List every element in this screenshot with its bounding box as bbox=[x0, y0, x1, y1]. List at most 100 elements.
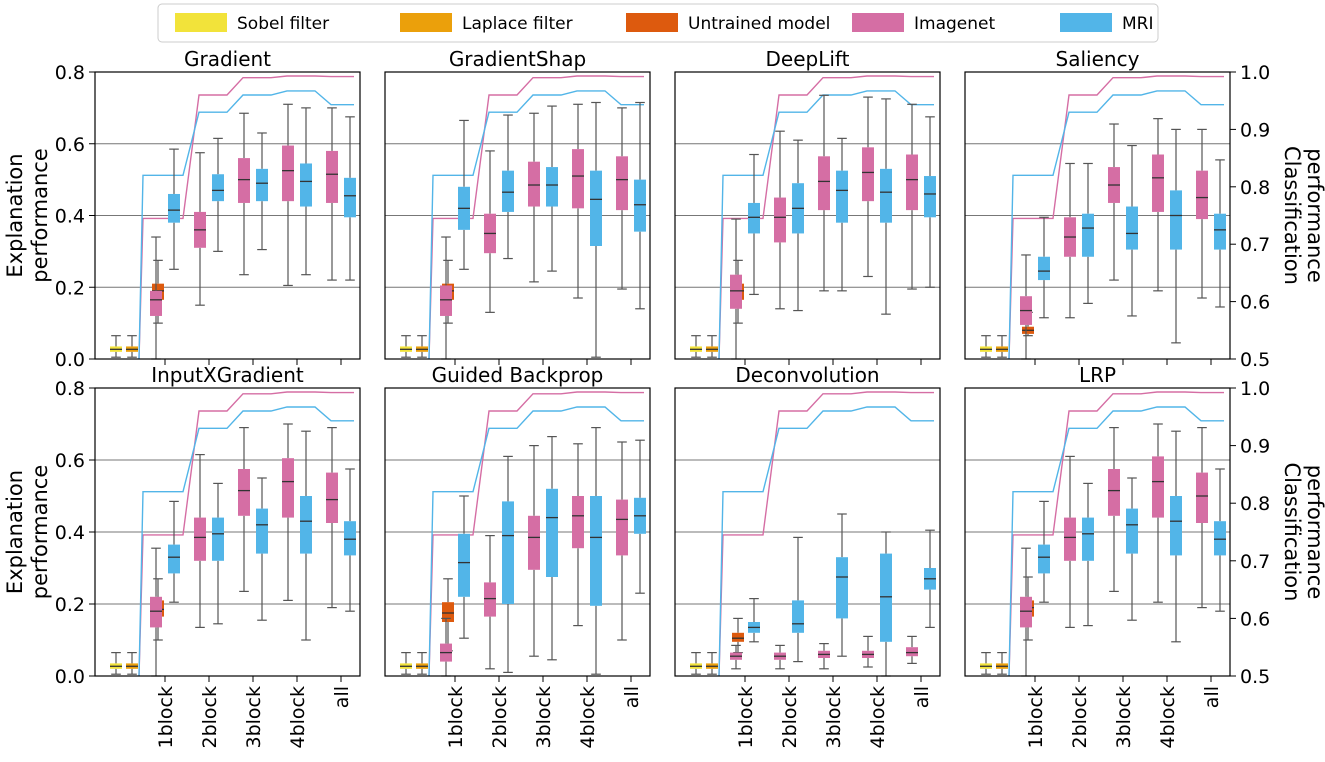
legend-label: Sobel filter bbox=[237, 14, 329, 34]
x-tick-label: all bbox=[331, 686, 353, 708]
box bbox=[212, 174, 224, 202]
axes-frame bbox=[384, 71, 651, 360]
box bbox=[256, 168, 268, 202]
box bbox=[1020, 596, 1032, 628]
panel-title: InputXGradient bbox=[151, 363, 304, 387]
panel: 0.0 0.2 0.4 0.6 0.8 Gradient bbox=[55, 47, 361, 371]
box bbox=[572, 149, 584, 209]
x-tick-label: 3block bbox=[1113, 686, 1135, 749]
right-axis-title-line2: performance bbox=[1303, 465, 1325, 600]
axes-frame bbox=[674, 71, 941, 360]
box bbox=[862, 147, 874, 202]
box bbox=[1126, 206, 1138, 250]
box bbox=[836, 557, 848, 619]
box bbox=[168, 544, 180, 574]
panel-title: Saliency bbox=[1056, 47, 1140, 71]
box bbox=[1064, 517, 1076, 561]
box bbox=[150, 596, 162, 628]
box bbox=[440, 285, 452, 316]
x-tick-label: 1block bbox=[155, 686, 177, 749]
imagenet-classification-line bbox=[1008, 391, 1224, 677]
box bbox=[572, 496, 584, 549]
box bbox=[326, 472, 338, 523]
y-tick-label-right: 0.5 bbox=[1240, 349, 1270, 371]
box bbox=[1214, 213, 1226, 250]
box bbox=[282, 458, 294, 518]
panel: 0.5 0.6 0.7 0.8 0.9 1.0 LRP 1block 2block 3block 4… bbox=[964, 363, 1270, 749]
box bbox=[300, 496, 312, 554]
x-tick-label: 4block bbox=[287, 686, 309, 749]
legend-swatch bbox=[1060, 13, 1112, 32]
panel: Guided Backprop 1block 2block 3block 4block a… bbox=[384, 363, 651, 749]
mri-classification-line bbox=[428, 90, 644, 360]
box bbox=[906, 154, 918, 211]
box bbox=[344, 521, 356, 556]
mri-classification-line bbox=[138, 406, 354, 677]
axis-titles: Explanation performance Classification perf… bbox=[3, 146, 1325, 601]
legend-swatch bbox=[852, 13, 904, 32]
legend-label: Laplace filter bbox=[462, 14, 573, 34]
box bbox=[1152, 154, 1164, 212]
axes-frame bbox=[384, 387, 651, 677]
y-tick-label-right: 0.6 bbox=[1240, 292, 1270, 314]
x-tick-label: 2block bbox=[1069, 686, 1091, 749]
y-tick-label-right: 1.0 bbox=[1240, 62, 1270, 84]
box bbox=[732, 632, 744, 642]
y-tick-label: 0.6 bbox=[55, 134, 85, 156]
box bbox=[616, 156, 628, 211]
panels: 0.0 0.2 0.4 0.6 0.8 Gradient GradientShap DeepL… bbox=[55, 47, 1270, 749]
box bbox=[1038, 544, 1050, 574]
y-tick-label-right: 1.0 bbox=[1240, 378, 1270, 400]
y-tick-label-right: 0.8 bbox=[1240, 493, 1270, 515]
box bbox=[238, 158, 250, 203]
mri-classification-line bbox=[1008, 406, 1224, 677]
box bbox=[1152, 456, 1164, 518]
y-tick-label-right: 0.7 bbox=[1240, 551, 1270, 573]
box bbox=[730, 274, 742, 309]
box bbox=[458, 533, 470, 597]
x-tick-label: 3block bbox=[823, 686, 845, 749]
imagenet-classification-line bbox=[718, 391, 934, 677]
box bbox=[906, 647, 918, 657]
box bbox=[792, 600, 804, 633]
y-tick-label-right: 0.7 bbox=[1240, 234, 1270, 256]
panel-title: Gradient bbox=[184, 47, 271, 71]
box bbox=[502, 170, 514, 212]
x-tick-label: 3block bbox=[243, 686, 265, 749]
box bbox=[818, 156, 830, 211]
mri-classification-line bbox=[718, 406, 934, 677]
box bbox=[502, 501, 514, 604]
legend-label: Imagenet bbox=[914, 14, 995, 34]
box bbox=[528, 515, 540, 570]
y-tick-label: 0.4 bbox=[55, 522, 85, 544]
legend-swatch bbox=[626, 13, 678, 32]
mri-classification-line bbox=[428, 406, 644, 677]
x-tick-label: 2block bbox=[199, 686, 221, 749]
box bbox=[590, 496, 602, 606]
x-tick-label: all bbox=[911, 686, 933, 708]
box bbox=[880, 553, 892, 642]
y-tick-label: 0.8 bbox=[55, 378, 85, 400]
panel: 0.5 0.6 0.7 0.8 0.9 1.0 Saliency bbox=[964, 47, 1270, 371]
box bbox=[924, 176, 936, 218]
legend-swatch bbox=[175, 13, 227, 32]
box bbox=[1082, 517, 1094, 561]
left-axis-title-line1: Explanation bbox=[3, 153, 27, 277]
panel-title: DeepLift bbox=[766, 47, 850, 71]
box bbox=[1082, 213, 1094, 257]
box bbox=[590, 170, 602, 246]
y-tick-label: 0.8 bbox=[55, 62, 85, 84]
box bbox=[634, 179, 646, 232]
y-tick-label: 0.4 bbox=[55, 206, 85, 228]
x-tick-label: 4block bbox=[1157, 686, 1179, 749]
box bbox=[1196, 472, 1208, 523]
legend: Sobel filter Laplace filter Untrained mode… bbox=[157, 3, 1159, 43]
box bbox=[880, 168, 892, 223]
box bbox=[238, 469, 250, 516]
box bbox=[326, 150, 338, 203]
legend-label: MRI bbox=[1122, 14, 1154, 34]
box bbox=[1126, 508, 1138, 554]
mri-classification-line bbox=[138, 90, 354, 360]
imagenet-classification-line bbox=[1008, 75, 1224, 360]
axes-frame bbox=[964, 387, 1231, 677]
